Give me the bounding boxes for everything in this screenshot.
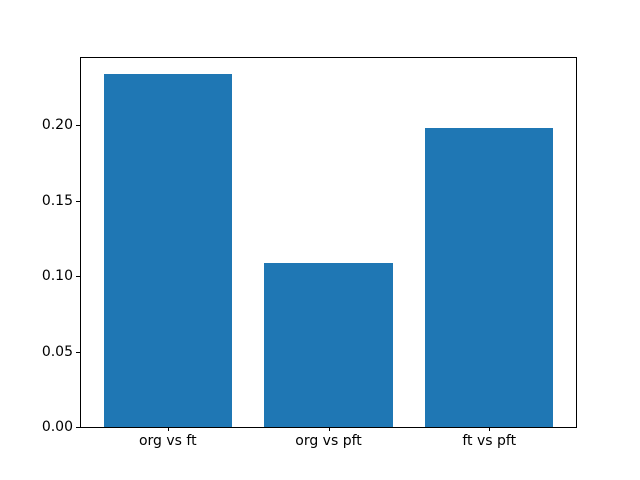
bar-ft-vs-pft [424, 128, 554, 427]
y-axis-tick-label: 0.10 [41, 268, 73, 285]
bar-org-vs-ft [103, 74, 233, 427]
y-axis-tick-label: 0.20 [41, 117, 73, 134]
y-tick-mark [76, 427, 80, 428]
y-axis-tick-label: 0.15 [41, 192, 73, 209]
y-tick-mark [76, 351, 80, 353]
y-axis-tick-label: 0.05 [41, 343, 73, 360]
y-tick-mark [76, 125, 80, 127]
y-axis-tick-label: 0.00 [41, 419, 73, 435]
y-tick-mark [76, 276, 80, 278]
x-tick-mark [167, 427, 169, 431]
x-axis-tick-label: org vs pft [295, 433, 362, 449]
bar-org-vs-pft [264, 262, 393, 427]
x-tick-mark [328, 427, 330, 431]
plot-area [80, 57, 577, 428]
x-axis-tick-label: org vs ft [138, 433, 197, 449]
x-tick-mark [489, 427, 491, 431]
x-axis-tick-label: ft vs pft [462, 433, 517, 449]
y-tick-mark [76, 200, 80, 202]
